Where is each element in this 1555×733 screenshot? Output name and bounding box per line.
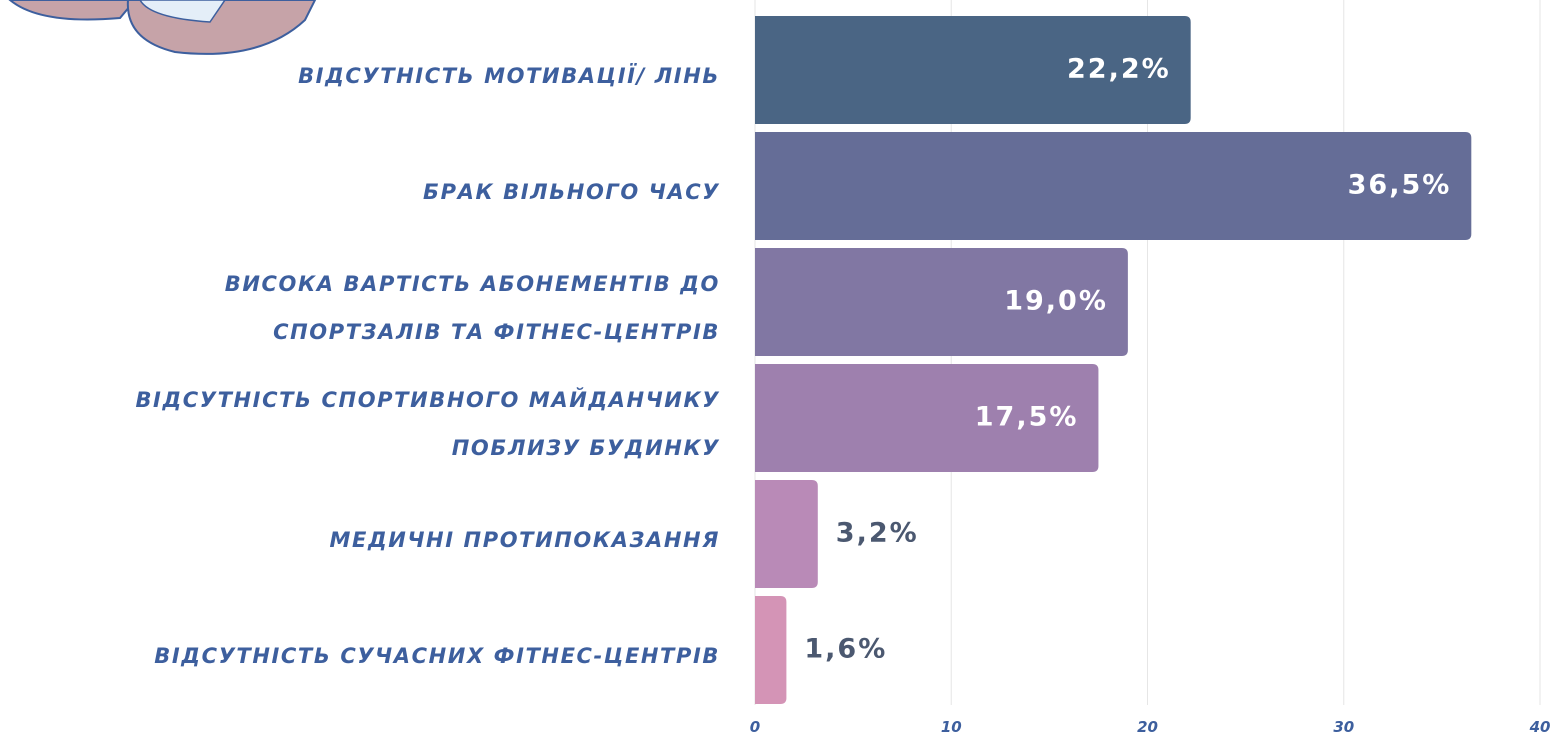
x-tick-label: 40	[1529, 718, 1551, 733]
value-label: 36,5%	[1348, 170, 1452, 201]
value-label: 1,6%	[804, 634, 887, 665]
bar	[755, 480, 818, 588]
x-tick-label: 20	[1137, 718, 1158, 733]
category-label: ВИСОКА ВАРТІСТЬ АБОНЕМЕНТІВ ДО СПОРТЗАЛІ…	[0, 260, 720, 356]
category-label: ВІДСУТНІСТЬ СУЧАСНИХ ФІТНЕС-ЦЕНТРІВ	[0, 632, 720, 680]
value-label: 3,2%	[836, 518, 919, 549]
value-label: 22,2%	[1067, 54, 1171, 85]
category-label: ВІДСУТНІСТЬ СПОРТИВНОГО МАЙДАНЧИКУ ПОБЛИ…	[0, 376, 720, 472]
value-label: 19,0%	[1004, 286, 1108, 317]
category-label: БРАК ВІЛЬНОГО ЧАСУ	[0, 168, 720, 216]
page: 0 10 20 30 40 22,2% 36,5% 19,0% 17,5% 3,2% 1,6% ВІ…	[0, 0, 1555, 733]
chart: 0 10 20 30 40 22,2% 36,5% 19,0% 17,5% 3,2% 1,6%	[0, 0, 1555, 733]
decoration	[10, 0, 315, 54]
bar	[755, 596, 786, 704]
category-label: МЕДИЧНІ ПРОТИПОКАЗАННЯ	[0, 516, 720, 564]
x-tick-label: 30	[1333, 718, 1354, 733]
value-label: 17,5%	[975, 402, 1079, 433]
x-tick-label: 10	[941, 718, 962, 733]
category-label: ВІДСУТНІСТЬ МОТИВАЦІЇ/ ЛІНЬ	[0, 52, 720, 100]
x-tick-label: 0	[750, 718, 760, 733]
